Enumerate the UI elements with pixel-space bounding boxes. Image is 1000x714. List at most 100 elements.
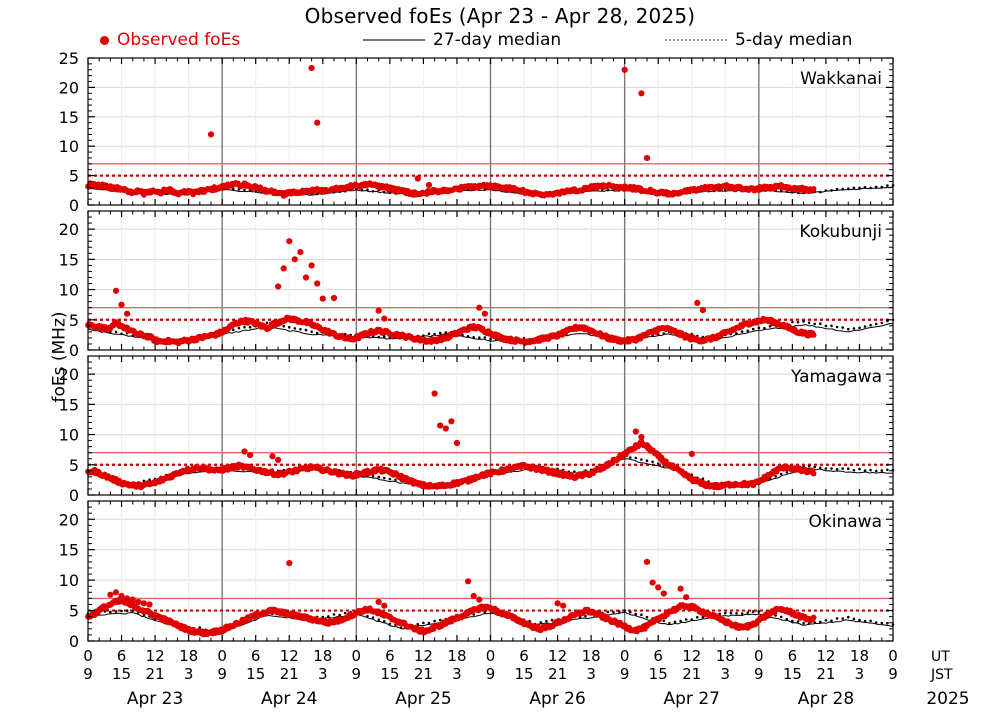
series-5day-median-point: [858, 186, 861, 190]
series-5day-median-point: [634, 456, 638, 460]
observed-foes-outlier: [638, 433, 645, 441]
observed-foes-outlier: [241, 448, 248, 455]
ytick-label-25: 25: [59, 49, 79, 68]
ut-tick-label: 18: [850, 647, 869, 665]
observed-foes-outlier: [643, 558, 651, 566]
jst-tick-label: 3: [855, 665, 865, 683]
jst-tick-label: 15: [783, 665, 802, 683]
ut-tick-label: 6: [788, 647, 798, 665]
ytick-label-5: 5: [69, 602, 79, 621]
series-5day-median-point: [243, 325, 246, 329]
ytick-label-10: 10: [59, 426, 79, 445]
series-5day-median-point: [874, 469, 878, 473]
jst-tick-label: 3: [586, 665, 596, 683]
ytick-label-5: 5: [69, 167, 79, 186]
series-5day-median-point: [813, 322, 816, 326]
series-5day-median-point: [383, 620, 386, 623]
series-5day-median-point: [696, 616, 699, 619]
ytick-label-0: 0: [69, 341, 79, 360]
observed-foes-outlier: [476, 304, 483, 311]
ytick-label-15: 15: [59, 250, 79, 269]
series-5day-median-point: [701, 335, 705, 339]
series-5day-median-point: [478, 336, 481, 340]
observed-foes-point: [810, 186, 817, 192]
observed-foes-outlier: [291, 256, 298, 263]
observed-foes-outlier: [302, 274, 310, 281]
legend-item-observed: Observed foEs: [100, 30, 240, 50]
series-5day-median-point: [869, 186, 872, 190]
ut-tick-label: 6: [251, 647, 261, 665]
series-5day-median-point: [668, 622, 671, 625]
observed-foes-outlier: [414, 175, 421, 182]
observed-foes-outlier: [560, 602, 567, 609]
jst-tick-label: 21: [414, 665, 433, 683]
station-label-yamagawa: Yamagawa: [790, 367, 882, 387]
observed-foes-outlier: [442, 425, 449, 432]
series-5day-median-point: [751, 327, 755, 331]
series-5day-median-point: [852, 327, 856, 330]
jst-tick-label: 3: [452, 665, 462, 683]
observed-foes-outlier: [381, 602, 388, 609]
series-5day-median-point: [573, 470, 576, 474]
series-5day-median-point: [645, 459, 649, 463]
series-5day-median-point: [422, 621, 425, 625]
jst-tick-label: 15: [246, 665, 265, 683]
ut-tick-label: 0: [352, 647, 362, 665]
ut-tick-label: 6: [117, 647, 127, 665]
series-5day-median-point: [824, 619, 828, 622]
series-5day-median-point: [472, 336, 476, 339]
jst-axis-name: JST: [930, 667, 953, 683]
series-5day-median-point: [483, 610, 487, 614]
series-5day-median-point: [606, 188, 610, 192]
series-5day-median-point: [394, 478, 397, 482]
series-5day-median-point: [120, 609, 123, 613]
series-5day-median-point: [265, 321, 269, 325]
series-5day-median-point: [830, 467, 833, 470]
series-5day-median-point: [841, 467, 844, 470]
date-label-apr-23: Apr 23: [127, 689, 183, 709]
series-5day-median-point: [371, 190, 375, 193]
observed-foes-outlier: [694, 299, 701, 306]
series-5day-median-point: [539, 621, 543, 624]
ytick-label-20: 20: [59, 78, 79, 97]
series-5day-median-point: [422, 334, 425, 338]
series-5day-median-point: [869, 468, 872, 472]
series-5day-median-point: [852, 468, 856, 472]
series-5day-median-point: [807, 464, 811, 468]
ytick-label-0: 0: [69, 632, 79, 651]
observed-foes-outlier: [314, 119, 321, 126]
series-5day-median-point: [232, 328, 235, 332]
series-5day-median-point: [819, 620, 822, 624]
series-5day-median-point: [662, 332, 666, 335]
ytick-label-20: 20: [59, 365, 79, 384]
series-5day-median-point: [612, 611, 615, 614]
dotted-line-icon: [665, 39, 727, 41]
series-5day-median-point: [416, 622, 420, 626]
legend-item-5day: 5-day median: [665, 30, 852, 50]
jst-tick-label: 9: [352, 665, 362, 683]
series-5day-median-point: [310, 330, 313, 334]
series-5day-median-point: [863, 619, 867, 623]
observed-foes-outlier: [649, 579, 656, 586]
observed-foes-outlier: [308, 262, 315, 269]
page-title: Observed foEs (Apr 23 - Apr 28, 2025): [304, 4, 696, 28]
ut-tick-label: 18: [716, 647, 735, 665]
observed-foes-outlier: [286, 560, 293, 567]
ytick-label-5: 5: [69, 311, 79, 330]
series-5day-median-point: [656, 462, 660, 465]
series-5day-median-point: [746, 329, 749, 333]
series-5day-median-point: [388, 622, 392, 626]
series-5day-median-point: [886, 468, 889, 472]
observed-foes-outlier: [314, 280, 321, 287]
series-5day-median-point: [785, 618, 789, 621]
series-5day-median-point: [819, 190, 822, 194]
series-5day-median-point: [371, 335, 375, 339]
series-5day-median-point: [304, 328, 308, 332]
series-5day-median-point: [852, 617, 856, 621]
date-label-apr-26: Apr 26: [529, 689, 585, 709]
observed-foes-outlier: [375, 598, 382, 606]
series-5day-median-point: [679, 619, 682, 623]
series-5day-median-point: [288, 326, 291, 329]
series-5day-median-point: [847, 327, 850, 331]
observed-foes-outlier: [319, 295, 326, 302]
